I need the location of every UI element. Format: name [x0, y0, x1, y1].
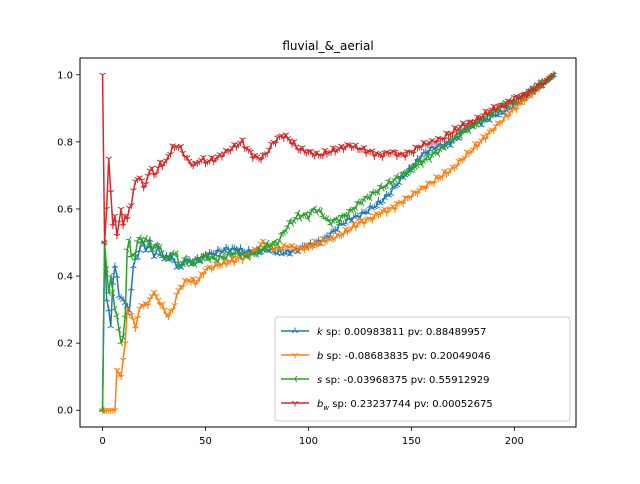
axes-frame: [79, 57, 577, 428]
legend-entry-4: bw sp: 0.23237744 pv: 0.00052675: [281, 399, 493, 412]
series-markers-4: [99, 72, 557, 246]
legend-marker: [291, 400, 299, 407]
legend-entry-1: k sp: 0.00983811 pv: 0.88489957: [281, 327, 486, 338]
axis-ticks: 0 50 100 150 200 0.0 0.2 0.4 0.6 0.8 1.0: [57, 70, 524, 447]
legend: k sp: 0.00983811 pv: 0.88489957 b sp: -0.…: [274, 316, 571, 422]
series-markers-2: [99, 72, 557, 414]
y-tick-label: 0.4: [57, 272, 73, 283]
y-tick-label: 0.6: [57, 204, 73, 215]
x-tick-label: 200: [505, 436, 524, 447]
x-tick-label: 150: [402, 436, 421, 447]
x-tick-label: 100: [299, 436, 318, 447]
legend-label: bw sp: 0.23237744 pv: 0.00052675: [317, 399, 493, 412]
series-2: [99, 72, 557, 414]
y-tick-label: 0.2: [57, 339, 73, 350]
series-4: [99, 72, 557, 246]
legend-marker: [291, 375, 298, 383]
legend-label: s sp: -0.03968375 pv: 0.55912929: [317, 375, 489, 386]
legend-entry-3: s sp: -0.03968375 pv: 0.55912929: [281, 375, 489, 386]
y-tick-label: 1.0: [57, 70, 73, 81]
y-tick-label: 0.0: [57, 406, 73, 417]
legend-marker: [291, 352, 299, 359]
legend-marker: [291, 327, 299, 334]
chart-title: fluvial_&_aerial: [282, 39, 373, 53]
x-tick-label: 50: [199, 436, 212, 447]
legend-entry-2: b sp: -0.08683835 pv: 0.20049046: [281, 351, 491, 362]
legend-box: [274, 316, 571, 422]
plot-area: [99, 71, 557, 414]
legend-label: k sp: 0.00983811 pv: 0.88489957: [317, 327, 486, 338]
legend-label: b sp: -0.08683835 pv: 0.20049046: [317, 351, 491, 362]
x-tick-label: 0: [99, 436, 105, 447]
y-tick-label: 0.8: [57, 137, 73, 148]
